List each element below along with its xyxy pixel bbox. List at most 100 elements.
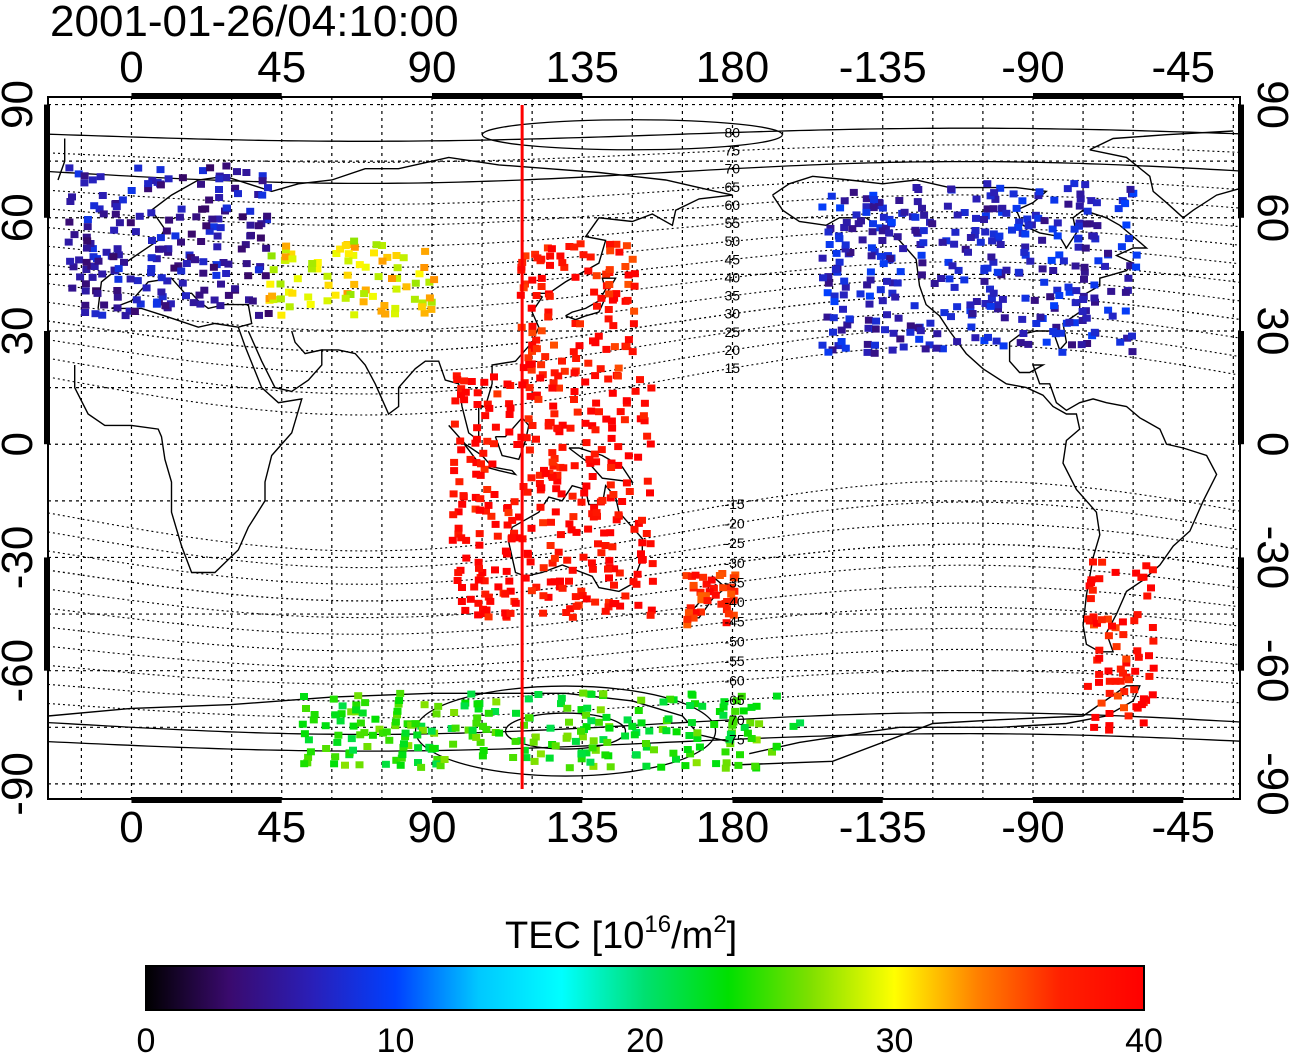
tec-cell — [971, 334, 980, 342]
tec-cell — [398, 751, 407, 759]
tec-cell — [646, 611, 655, 619]
tec-cell — [557, 490, 566, 498]
tec-cell — [1091, 298, 1099, 306]
tec-cell — [624, 271, 633, 279]
tec-cell — [824, 348, 833, 356]
tec-cell — [254, 222, 263, 230]
tec-cell — [1083, 340, 1092, 347]
tec-cell — [391, 310, 399, 318]
tec-cell — [164, 175, 173, 183]
tec-cell — [535, 471, 544, 479]
tec-cell — [90, 202, 99, 210]
tec-cell — [536, 374, 545, 382]
tec-cell — [928, 220, 937, 228]
tec-cell — [470, 583, 479, 591]
tec-cell — [528, 322, 537, 330]
tec-cell — [994, 305, 1002, 313]
tec-cell — [871, 341, 879, 349]
tec-cell — [895, 197, 904, 204]
tec-cell — [648, 577, 657, 585]
tec-cell — [1148, 624, 1157, 631]
tec-cell — [606, 481, 615, 489]
tec-cell — [991, 195, 1000, 203]
colorbar-tick-label: 40 — [1125, 1022, 1163, 1057]
tec-cell — [1036, 313, 1045, 321]
tec-cell — [669, 749, 678, 757]
tec-cell — [483, 400, 492, 408]
tec-cell — [918, 204, 926, 212]
tec-cell — [604, 603, 613, 611]
tec-cell — [953, 338, 962, 346]
tec-cell — [178, 279, 187, 287]
tec-cell — [526, 558, 535, 566]
tec-cell — [871, 325, 880, 333]
tec-cell — [1056, 329, 1065, 337]
tec-cell — [951, 228, 960, 236]
tec-cell — [527, 524, 536, 532]
tec-cell — [157, 288, 166, 296]
tec-cell — [1009, 190, 1018, 198]
tec-cell — [436, 762, 445, 770]
tec-cell — [215, 186, 223, 193]
tec-cell — [751, 762, 760, 770]
lat-tick-label-left: 30 — [0, 307, 42, 356]
tec-cell — [391, 304, 400, 312]
tec-cell — [602, 270, 611, 278]
tec-cell — [604, 565, 612, 573]
tec-cell — [691, 609, 700, 617]
tec-cell — [334, 731, 343, 739]
tec-cell — [1101, 262, 1109, 270]
tec-cell — [418, 726, 427, 734]
tec-cell — [839, 305, 847, 313]
tec-cell — [576, 320, 584, 328]
tec-cell — [603, 738, 612, 746]
tec-cell — [548, 384, 557, 392]
tec-cell — [630, 282, 639, 290]
tec-cell — [115, 219, 124, 227]
tec-cell — [392, 252, 401, 259]
tec-cell — [549, 379, 558, 387]
tec-cell — [938, 238, 947, 246]
tec-cell — [1124, 712, 1133, 720]
tec-cell — [1053, 219, 1062, 227]
tec-cell — [640, 417, 649, 425]
tec-cell — [222, 174, 231, 181]
tec-cell — [394, 700, 403, 708]
tec-cell — [1064, 200, 1073, 208]
tec-cell — [163, 277, 172, 285]
tec-cell — [672, 728, 681, 736]
tec-cell — [710, 721, 719, 728]
tec-cell — [879, 260, 888, 268]
tec-cell — [472, 470, 481, 478]
mlat-contour-label: 35 — [724, 288, 740, 304]
tec-cell — [476, 495, 485, 503]
tec-cell — [586, 758, 595, 766]
tec-cell — [1046, 293, 1055, 301]
tec-cell — [83, 244, 91, 252]
tec-cell — [878, 204, 887, 212]
tec-cell — [1053, 232, 1062, 240]
coastline — [771, 175, 1218, 653]
tec-cell — [242, 169, 251, 176]
tec-cell — [545, 292, 554, 300]
tec-cell — [715, 572, 724, 579]
tec-cell — [576, 240, 585, 248]
tec-cell — [580, 489, 589, 497]
tec-cell — [832, 249, 841, 257]
tec-cell — [889, 329, 898, 337]
tec-cell — [631, 751, 640, 759]
tec-cell — [308, 260, 317, 267]
tec-cell — [943, 202, 952, 210]
tec-cell — [507, 534, 516, 542]
tec-cell — [82, 258, 91, 266]
tec-cell — [1065, 318, 1074, 326]
tec-cell — [527, 587, 536, 595]
tec-cell — [605, 281, 614, 288]
tec-cell — [349, 251, 358, 259]
tec-cell — [1049, 267, 1058, 274]
tec-cell — [616, 408, 625, 416]
tec-cell — [456, 437, 465, 445]
tec-cell — [484, 593, 493, 601]
tec-cell — [572, 355, 581, 362]
